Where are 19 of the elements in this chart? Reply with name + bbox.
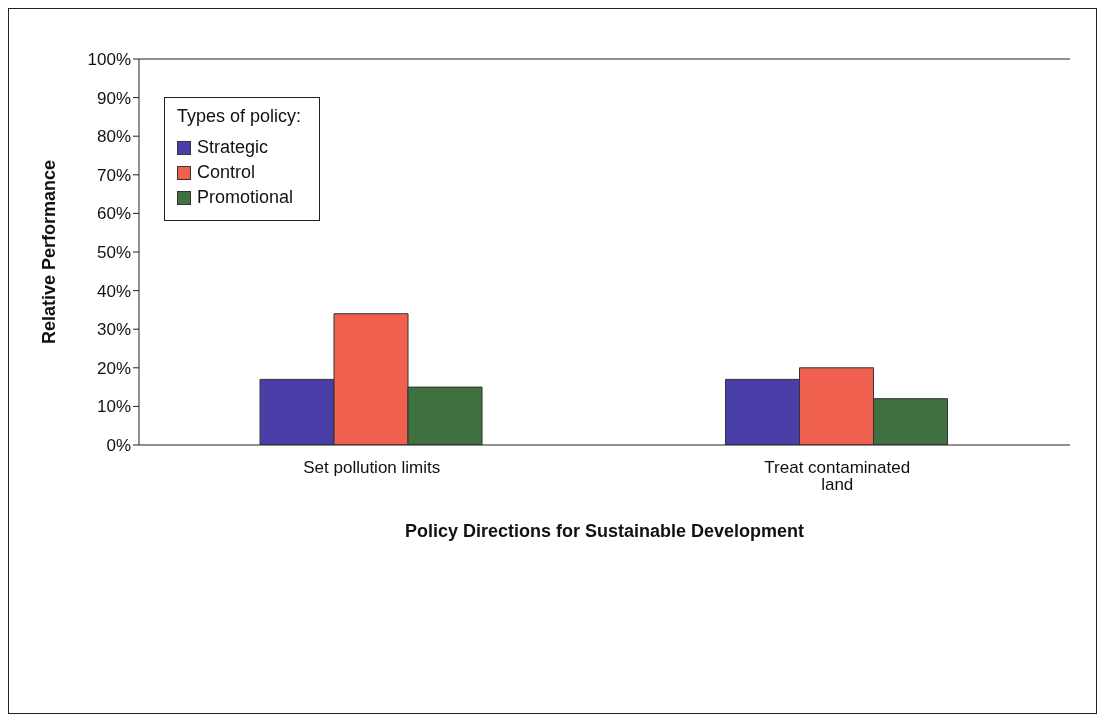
legend-label: Strategic <box>197 137 269 158</box>
y-tick-label: 50% <box>96 243 131 263</box>
y-tick-label: 0% <box>106 436 131 456</box>
y-tick-label: 80% <box>96 127 131 147</box>
x-tick-label: Set pollution limits <box>303 458 441 478</box>
y-tick-label: 30% <box>96 320 131 340</box>
y-tick-label: 20% <box>96 358 131 378</box>
y-tick-label: 60% <box>96 204 131 224</box>
legend-label: Control <box>197 162 256 183</box>
y-tick-label: 10% <box>96 397 131 417</box>
y-tick-label: 90% <box>96 88 131 108</box>
x-tick-label: Treat contaminated land <box>764 458 911 495</box>
legend-title: Types of policy: <box>177 106 302 127</box>
y-tick-label: 100% <box>87 50 131 70</box>
y-tick-label: 70% <box>96 165 131 185</box>
x-axis-title: Policy Directions for Sustainable Development <box>404 521 805 541</box>
legend-label: Promotional <box>197 187 294 208</box>
y-tick-label: 40% <box>96 281 131 301</box>
y-axis-title: Relative Performance <box>39 159 60 345</box>
